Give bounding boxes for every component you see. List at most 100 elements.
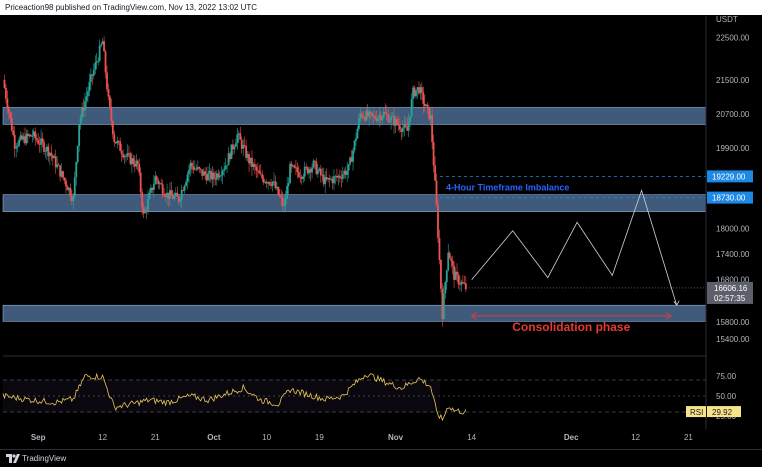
candle-body: [87, 91, 89, 97]
candle-body: [372, 115, 375, 117]
candle: [337, 174, 340, 186]
candle: [15, 142, 18, 158]
candle: [377, 115, 379, 124]
candle-body: [369, 111, 372, 113]
candle: [126, 144, 129, 161]
candle: [425, 104, 428, 107]
candle-body: [229, 153, 231, 160]
candle: [372, 108, 375, 125]
price-tick-label: 15800.00: [716, 318, 750, 327]
candle-body: [387, 114, 390, 123]
candle: [296, 162, 299, 179]
candle: [249, 157, 252, 167]
candle: [366, 104, 369, 120]
candle: [234, 138, 237, 148]
candle: [350, 150, 353, 162]
candle: [283, 196, 286, 213]
candle-body: [286, 185, 289, 199]
candle: [179, 197, 182, 207]
candle-body: [106, 72, 108, 90]
candle-body: [396, 118, 398, 124]
candle: [158, 181, 161, 190]
candle: [240, 136, 243, 154]
candle: [208, 163, 211, 182]
candle-body: [350, 157, 353, 162]
candle-body: [341, 174, 344, 179]
candle: [193, 160, 196, 171]
candle: [183, 184, 186, 194]
candle-body: [182, 190, 185, 191]
candle-body: [111, 121, 114, 135]
candle-body: [252, 164, 255, 167]
time-tick-label: Dec: [564, 433, 579, 442]
candle-body: [460, 281, 463, 285]
candle-body: [255, 166, 258, 171]
candle-body: [343, 170, 346, 175]
candle: [44, 147, 47, 159]
candle-body: [161, 184, 164, 194]
candle: [308, 166, 310, 179]
candle-body: [240, 139, 243, 149]
price-chart[interactable]: USDT 22500.00 21500.00 20700.00 19900.00 1800…: [0, 15, 762, 449]
candle-body: [196, 167, 199, 170]
candle: [379, 111, 382, 126]
candle: [454, 267, 457, 280]
candle-body: [381, 117, 384, 121]
candle: [16, 141, 19, 153]
candle: [50, 144, 53, 161]
candle-body: [425, 104, 428, 107]
candle-body: [186, 174, 189, 182]
candle-body: [450, 258, 453, 261]
candle-body: [273, 181, 275, 183]
candle: [261, 170, 264, 183]
candle-body: [15, 147, 18, 149]
candle: [318, 167, 321, 173]
candle: [447, 243, 450, 272]
candle: [88, 73, 91, 97]
tradingview-logo[interactable]: TradingView: [6, 450, 66, 467]
candle: [363, 115, 366, 124]
candle-body: [66, 186, 69, 191]
candle-body: [46, 146, 48, 151]
candle-body: [157, 180, 160, 184]
candle-body: [431, 115, 434, 143]
candle: [420, 82, 423, 101]
candle-body: [5, 87, 7, 99]
candle: [232, 139, 234, 155]
candle-body: [160, 183, 163, 185]
candle: [41, 132, 44, 148]
candle: [145, 206, 148, 219]
candle: [130, 152, 133, 174]
candle-body: [379, 115, 382, 121]
candle: [24, 127, 26, 146]
candle-body: [344, 170, 347, 175]
candle: [281, 191, 284, 212]
candle-body: [437, 204, 439, 238]
candle: [254, 158, 256, 175]
candle: [85, 87, 88, 110]
price-tick-label: 20700.00: [716, 110, 750, 119]
candle: [111, 119, 114, 139]
candle: [199, 168, 202, 174]
time-tick-label: 21: [151, 433, 160, 442]
candle: [457, 272, 460, 289]
candle-body: [327, 177, 330, 180]
candle-body: [355, 138, 357, 141]
candle: [84, 92, 86, 117]
candle-body: [243, 144, 246, 146]
time-tick-label: Sep: [31, 433, 46, 442]
candle-body: [384, 112, 387, 114]
candle: [37, 132, 40, 145]
candle: [438, 229, 441, 265]
candle: [385, 105, 388, 121]
candle-body: [136, 160, 139, 164]
candle: [441, 283, 444, 327]
candle-body: [28, 134, 31, 137]
candle-body: [138, 163, 141, 173]
price-axis: USDT 22500.00 21500.00 20700.00 19900.00 1800…: [686, 15, 753, 429]
candle-body: [213, 172, 215, 179]
candle-body: [117, 140, 120, 142]
candle: [223, 162, 226, 177]
candle-body: [426, 104, 429, 107]
imbalance-badge-text: 18730.00: [712, 194, 746, 203]
